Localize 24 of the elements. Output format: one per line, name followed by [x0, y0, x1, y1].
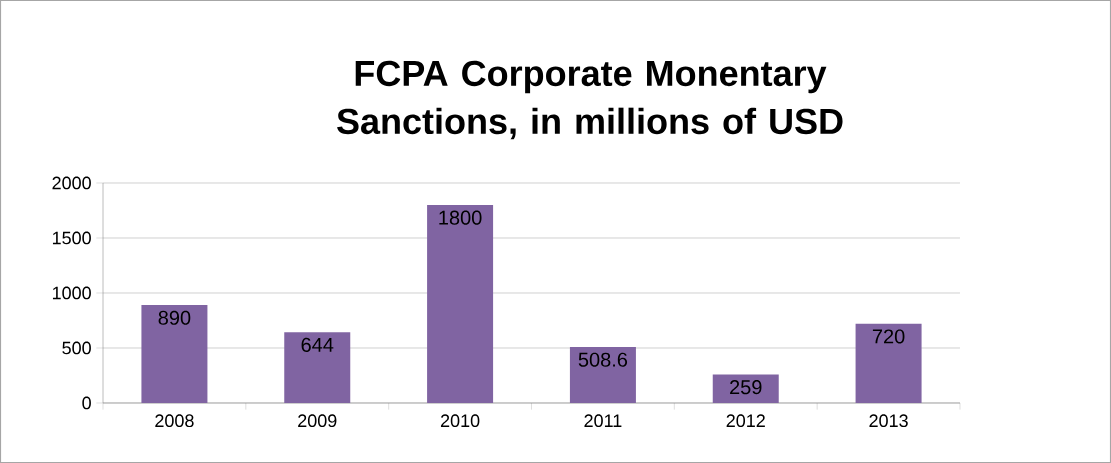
data-label: 1800 [439, 210, 482, 225]
bar [284, 332, 351, 403]
data-label: 720 [872, 329, 905, 344]
data-label: 644 [301, 337, 334, 352]
x-tick-label: 2011 [584, 414, 622, 428]
data-label: 890 [158, 310, 191, 325]
y-tick-label: 2000 [52, 176, 91, 190]
chart-title: FCPA Corporate Monentary Sanctions, in millions of USD [337, 60, 843, 140]
data-label: 259 [730, 380, 762, 395]
y-tick-label: 500 [62, 341, 91, 355]
data-label: 508.6 [578, 352, 628, 367]
bar [569, 347, 636, 403]
bar [855, 323, 922, 403]
bar [712, 374, 779, 403]
x-tick-label: 2009 [298, 414, 337, 428]
x-tick-label: 2012 [726, 414, 765, 428]
x-tick-label: 2010 [440, 414, 480, 428]
y-tick-label: 0 [82, 396, 91, 410]
x-tick-label: 2008 [155, 414, 194, 428]
bar [141, 305, 208, 403]
y-tick-label: 1000 [52, 286, 91, 300]
bar [427, 204, 494, 403]
y-tick-label: 1500 [52, 231, 91, 245]
x-tick-label: 2013 [869, 414, 908, 428]
